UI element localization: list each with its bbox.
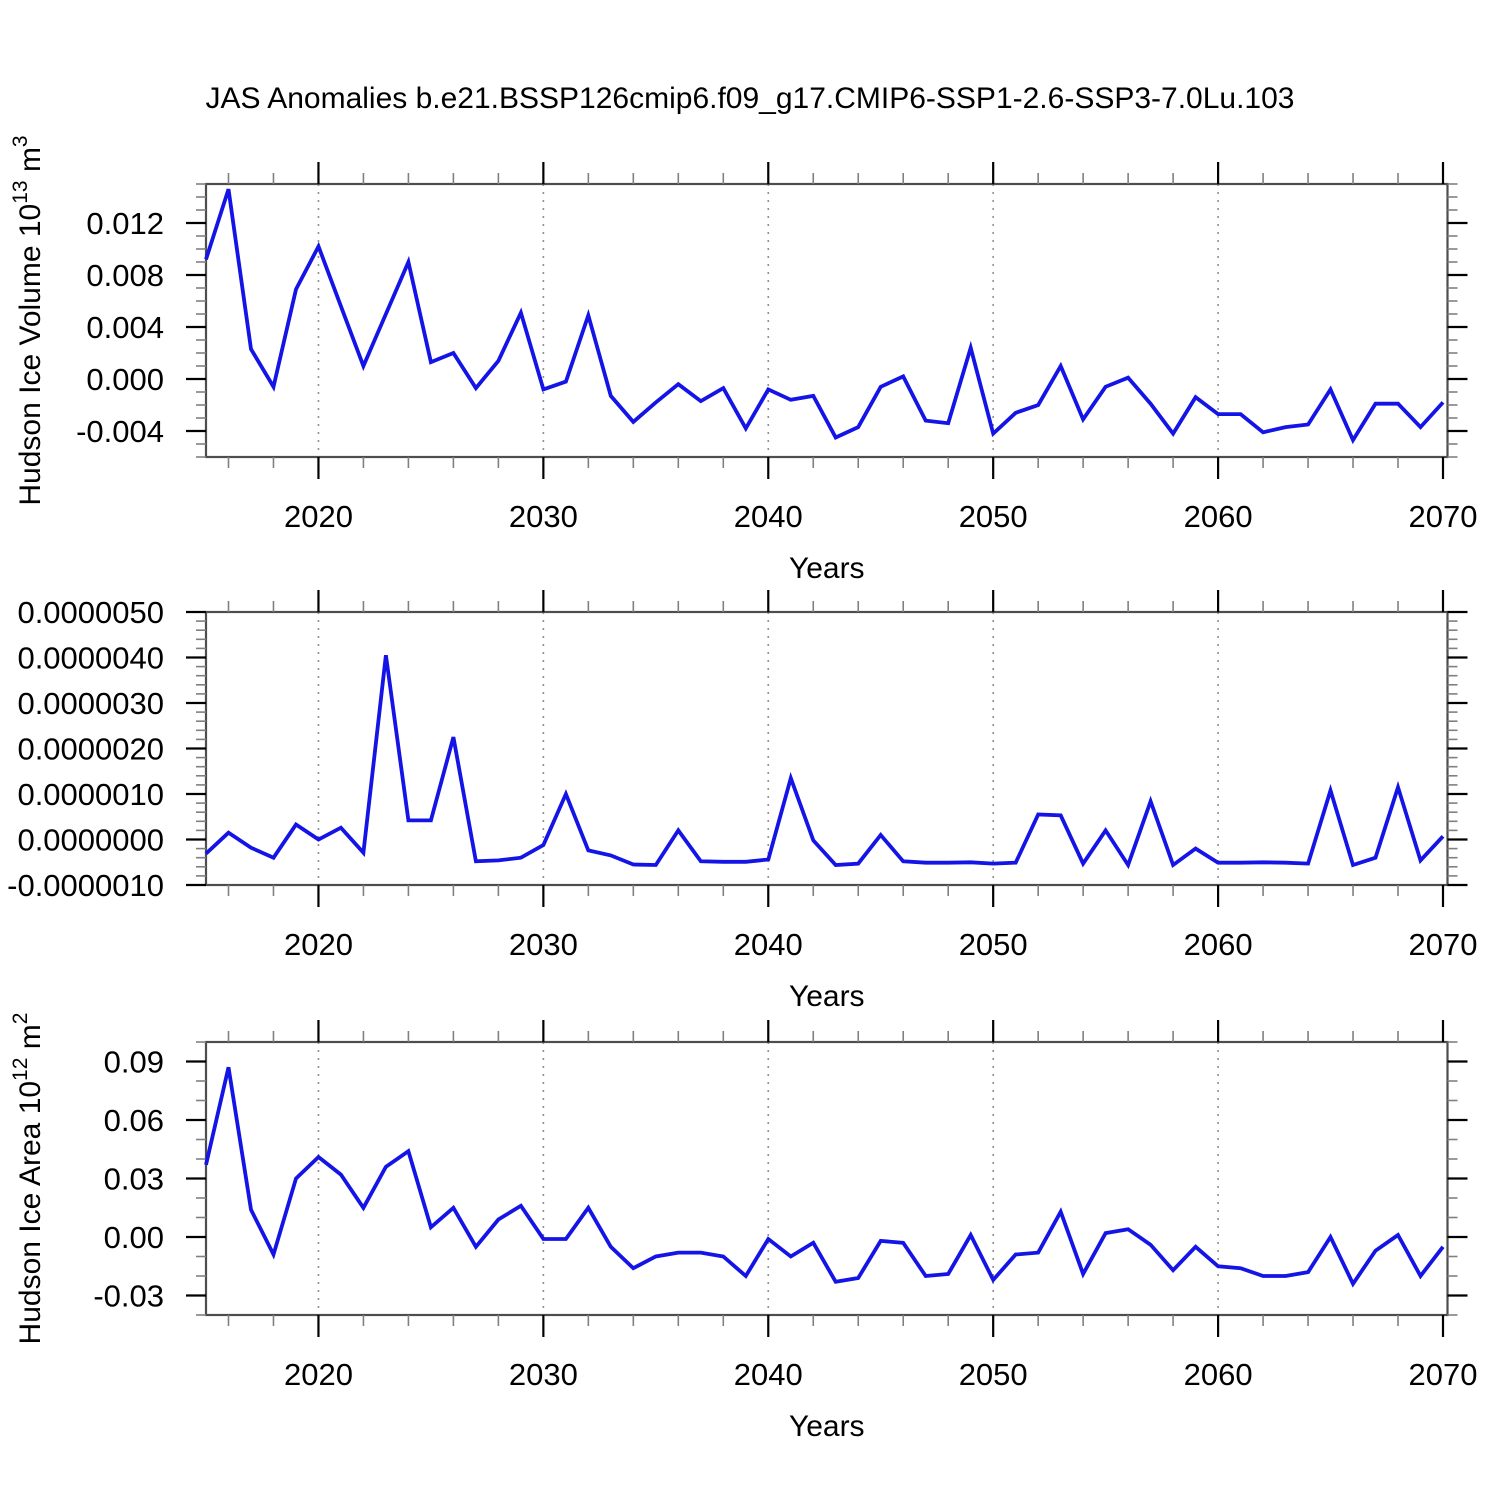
hudson-ice-area-series-line (204, 1066, 1445, 1288)
panel-hudson-ice-volume: 2020 2030 2040 2050 2060 2070Years0.0120.0080… (9, 135, 1477, 585)
y-tick-label: 0.0000030 (17, 686, 164, 721)
x-tick-label: 2020 (284, 499, 353, 534)
x-tick-label: 2060 (1184, 499, 1253, 534)
y-tick-label: -0.0000010 (7, 868, 164, 903)
x-tick-label: 2050 (959, 927, 1028, 962)
y-tick-label: 0.00 (104, 1220, 164, 1255)
x-minor-ticks (227, 1031, 1399, 1326)
panel-hudson-ice-area: 2020 2030 2040 2050 2060 2070Years0.090.060.0… (9, 1013, 1477, 1443)
decade-gridlines (317, 1042, 1219, 1315)
y-tick-label: 0.0000040 (17, 641, 164, 676)
x-tick-label: 2070 (1409, 1357, 1478, 1392)
y-minor-ticks (196, 1041, 1458, 1316)
y-tick-label: 0.004 (86, 310, 164, 345)
decade-gridlines (317, 612, 1219, 885)
x-tick-label: 2070 (1409, 499, 1478, 534)
y-axis-title: Hudson Ice Area 1012​ m2​ (9, 1013, 47, 1345)
plot-frame (204, 610, 1449, 887)
x-tick-label: 2060 (1184, 927, 1253, 962)
y-major-ticks: 0.09 0.06 0.03 0.00 -0.03 (93, 1045, 1468, 1314)
plot-frame (204, 182, 1449, 459)
y-tick-label: 0.03 (104, 1162, 164, 1197)
y-axis-title: Hudson Ice Volume 1013​ m3​ (9, 135, 47, 505)
x-tick-label: 2020 (284, 1357, 353, 1392)
x-tick-label: 2020 (284, 927, 353, 962)
y-minor-ticks (196, 620, 1458, 877)
hudson-ice-middle-variable-series-line (204, 654, 1445, 870)
x-major-ticks: 2020 2030 2040 2050 2060 2070 (284, 162, 1478, 534)
y-tick-label: -0.03 (93, 1279, 164, 1314)
panel-hudson-ice-middle-variable: 2020 2030 2040 2050 2060 2070Years0.00000500.… (7, 590, 1477, 1013)
x-tick-label: 2050 (959, 1357, 1028, 1392)
y-tick-label: 0.0000010 (17, 777, 164, 812)
x-tick-label: 2040 (734, 1357, 803, 1392)
hudson-ice-volume-series-line (204, 188, 1445, 445)
x-axis-title: Years (789, 980, 865, 1013)
y-tick-label: 0.09 (104, 1045, 164, 1080)
y-minor-ticks (196, 183, 1458, 458)
x-tick-label: 2040 (734, 927, 803, 962)
y-major-ticks: 0.0000050 0.0000040 0.0000030 0.0000020 0.00… (7, 595, 1468, 903)
x-tick-label: 2070 (1409, 927, 1478, 962)
y-tick-label: 0.012 (86, 206, 164, 241)
y-tick-label: 0.06 (104, 1103, 164, 1138)
decade-gridlines (317, 184, 1219, 457)
x-tick-label: 2030 (509, 1357, 578, 1392)
y-tick-label: 0.0000050 (17, 595, 164, 630)
x-tick-label: 2060 (1184, 1357, 1253, 1392)
x-axis-title: Years (789, 552, 865, 585)
x-major-ticks: 2020 2030 2040 2050 2060 2070 (284, 1020, 1478, 1392)
y-tick-label: 0.008 (86, 258, 164, 293)
x-axis-title: Years (789, 1410, 865, 1443)
y-major-ticks: 0.012 0.008 0.004 0.000 -0.004 (76, 206, 1468, 449)
x-tick-label: 2050 (959, 499, 1028, 534)
y-tick-label: 0.0000000 (17, 823, 164, 858)
x-tick-label: 2030 (509, 927, 578, 962)
x-tick-label: 2040 (734, 499, 803, 534)
x-major-ticks: 2020 2030 2040 2050 2060 2070 (284, 590, 1478, 962)
y-tick-label: 0.000 (86, 362, 164, 397)
y-tick-label: -0.004 (76, 414, 164, 449)
y-tick-label: 0.0000020 (17, 732, 164, 767)
plot-title: JAS Anomalies b.e21.BSSP126cmip6.f09_g17… (205, 82, 1295, 115)
x-tick-label: 2030 (509, 499, 578, 534)
x-minor-ticks (227, 173, 1399, 468)
x-minor-ticks (227, 601, 1399, 896)
